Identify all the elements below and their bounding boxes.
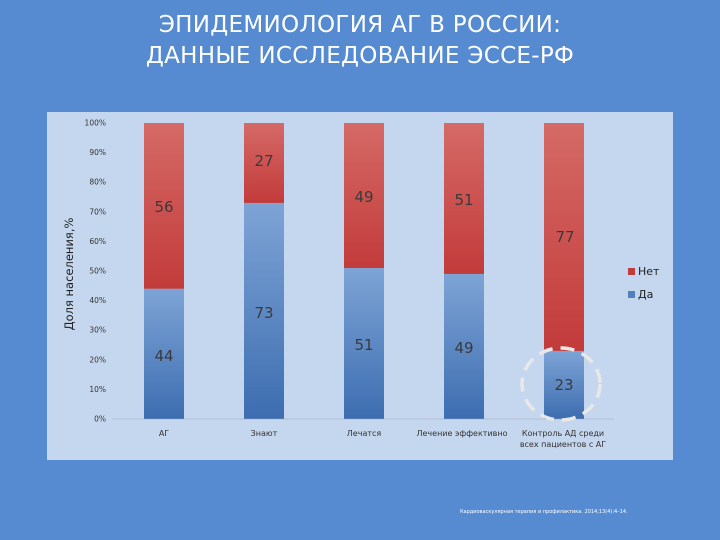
data-label-net: 77 <box>555 228 574 246</box>
data-label-da: 51 <box>354 336 373 354</box>
bar-da <box>144 288 184 419</box>
y-tick-label: 0% <box>94 415 106 424</box>
legend-label: Нет <box>638 265 660 278</box>
y-tick-label: 10% <box>89 385 106 394</box>
y-tick-label: 80% <box>89 178 106 187</box>
bar-net <box>244 123 284 203</box>
highlight-circle <box>520 346 602 422</box>
data-label-net: 51 <box>454 191 473 209</box>
data-label-da: 23 <box>554 376 573 394</box>
data-label-da: 49 <box>454 339 473 357</box>
category-label: Лечение эффективно <box>416 429 507 438</box>
y-tick-label: 70% <box>89 207 106 216</box>
category-label: Знают <box>251 429 278 438</box>
bar-net <box>444 123 484 274</box>
y-axis-label: Доля населения,% <box>62 218 76 331</box>
bar-da <box>244 202 284 419</box>
data-label-da: 73 <box>254 304 273 322</box>
category-label: АГ <box>159 429 169 438</box>
data-label-net: 49 <box>354 188 373 206</box>
source-citation: Кардиоваскулярная терапия и профилактика… <box>460 509 628 515</box>
slide-title-line-2: ДАННЫЕ ИССЛЕДОВАНИЕ ЭССЕ-РФ <box>145 43 575 69</box>
y-tick-label: 20% <box>89 355 106 364</box>
y-tick-label: 90% <box>89 148 106 157</box>
y-tick-label: 60% <box>89 237 106 246</box>
bar-net <box>144 123 184 289</box>
y-tick-label: 30% <box>89 326 106 335</box>
bar-da <box>344 268 384 419</box>
bar-net <box>544 123 584 351</box>
y-tick-label: 100% <box>85 119 106 128</box>
y-tick-label: 50% <box>89 267 106 276</box>
legend-label: Да <box>638 288 653 301</box>
category-label: Лечатся <box>347 429 382 438</box>
bar-da <box>444 273 484 419</box>
legend-swatch <box>628 291 635 298</box>
data-label-net: 27 <box>254 152 273 170</box>
legend-swatch <box>628 268 635 275</box>
bar-da <box>544 350 584 419</box>
category-label: Контроль АД среди всех пациентов с АГ <box>520 429 606 449</box>
bar-net <box>344 123 384 269</box>
slide-title: ЭПИДЕМИОЛОГИЯ АГ В РОССИИ: ДАННЫЕ ИССЛЕД… <box>0 10 720 72</box>
data-label-net: 56 <box>154 198 173 216</box>
y-tick-label: 40% <box>89 296 106 305</box>
slide-title-line-1: ЭПИДЕМИОЛОГИЯ АГ В РОССИИ: <box>158 12 562 38</box>
data-label-da: 44 <box>154 347 173 365</box>
